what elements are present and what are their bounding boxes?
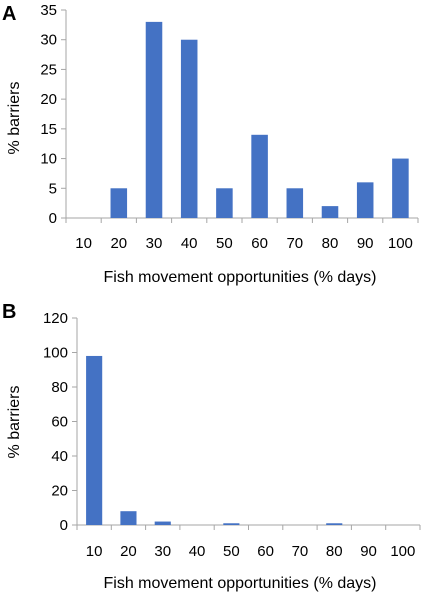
panel-b-bar-50 <box>223 523 240 525</box>
panel-a-bar-40 <box>180 39 198 218</box>
panel-a-bar-70 <box>286 188 304 218</box>
panel-a-x-tick-label: 60 <box>251 235 268 252</box>
panel-b-y-tick-label: 0 <box>60 517 68 534</box>
panel-a-x-tick-label: 40 <box>181 235 198 252</box>
panel-b-y-tick-label: 20 <box>51 483 68 500</box>
panel-b-x-tick-label: 20 <box>120 543 137 560</box>
panel-a-x-tick-label: 30 <box>146 235 163 252</box>
panel-b-x-tick-label: 70 <box>292 543 309 560</box>
panel-b-letter: B <box>2 301 16 323</box>
panel-b-x-tick-label: 30 <box>154 543 171 560</box>
panel-a-x-tick-label: 80 <box>322 235 339 252</box>
panel-a-x-tick-label: 90 <box>357 235 374 252</box>
panel-a-x-tick-label: 50 <box>216 235 233 252</box>
panel-a-x-axis-title: Fish movement opportunities (% days) <box>104 269 377 286</box>
panel-a-bars <box>110 21 409 219</box>
panel-b-x-tick-label: 80 <box>326 543 343 560</box>
panel-b-x-tick-label: 10 <box>86 543 103 560</box>
panel-b-x-tick-label: 40 <box>189 543 206 560</box>
panel-b-bars <box>86 355 343 525</box>
panel-b-x-tick-label: 100 <box>390 543 415 560</box>
panel-a-x-tick-label: 70 <box>286 235 303 252</box>
panel-a-bar-20 <box>110 188 128 218</box>
panel-a-y-tick-label: 10 <box>40 151 57 168</box>
panel-a-bar-90 <box>356 182 374 218</box>
panel-a-y-tick-label: 0 <box>49 210 57 227</box>
panel-b-bar-10 <box>86 355 103 525</box>
panel-a-x-tick-label: 10 <box>75 235 92 252</box>
panel-a-y-axis-title: % barriers <box>6 82 23 155</box>
panel-b-y-tick-label: 120 <box>43 310 68 327</box>
panel-b-x-tick-label: 60 <box>257 543 274 560</box>
panel-b-bar-20 <box>120 511 137 525</box>
panel-b-y-tick-label: 100 <box>43 345 68 362</box>
panel-a-y-tick-label: 20 <box>40 91 57 108</box>
panel-a-x-tick-label: 100 <box>388 235 413 252</box>
panel-b-y-ticks: 0 20 40 60 80 100 120 <box>43 310 77 534</box>
panel-a-y-tick-label: 25 <box>40 61 57 78</box>
panel-a-bar-30 <box>145 21 163 219</box>
panel-a-x-tick-label: 20 <box>110 235 127 252</box>
panel-b-y-tick-label: 60 <box>51 414 68 431</box>
panel-b-y-tick-label: 40 <box>51 448 68 465</box>
panel-b-bar-30 <box>154 521 171 525</box>
panel-a-x-ticks: 10 20 30 40 50 60 70 80 90 100 <box>65 218 419 252</box>
panel-b-x-axis-title: Fish movement opportunities (% days) <box>104 575 377 592</box>
panel-b-bar-80 <box>326 523 343 525</box>
panel-b-y-tick-label: 80 <box>51 379 68 396</box>
panel-b-x-tick-label: 90 <box>360 543 377 560</box>
panel-b-x-tick-label: 50 <box>223 543 240 560</box>
panel-a-y-tick-label: 5 <box>49 180 57 197</box>
panel-a-bar-80 <box>321 206 339 218</box>
panel-a-bar-60 <box>251 134 268 218</box>
panel-a-bar-50 <box>216 188 233 218</box>
panel-b-x-ticks: 10 20 30 40 50 60 70 80 90 100 <box>76 525 421 560</box>
panel-a-y-tick-label: 30 <box>40 32 57 49</box>
panel-b-y-axis-title: % barriers <box>6 386 23 459</box>
panel-a-y-tick-label: 35 <box>40 2 57 19</box>
panel-a-letter: A <box>2 3 16 25</box>
panel-a-y-tick-label: 15 <box>40 121 57 138</box>
panel-a: A % barriers Fish movement opportunities… <box>2 2 419 286</box>
panel-a-bar-100 <box>392 158 409 218</box>
panel-b: B % barriers Fish movement opportunities… <box>2 301 421 592</box>
panel-a-y-ticks: 0 5 10 15 20 25 30 35 <box>40 2 66 227</box>
